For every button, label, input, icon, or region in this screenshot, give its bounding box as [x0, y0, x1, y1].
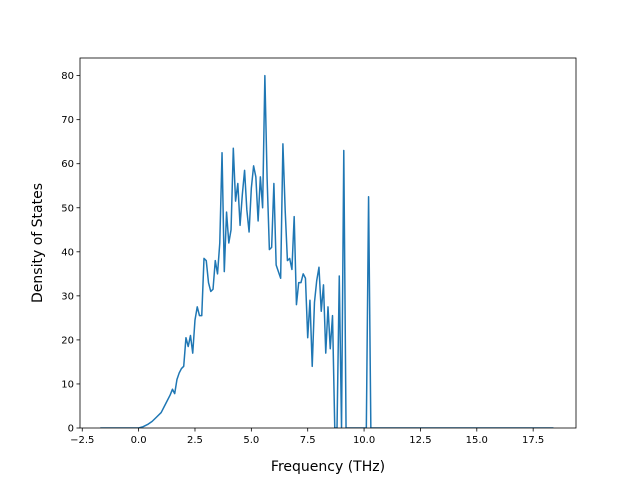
x-tick-label: 17.5 — [522, 435, 544, 446]
x-tick-label: 15.0 — [466, 435, 488, 446]
x-tick-label: 12.5 — [409, 435, 431, 446]
x-axis-title: Frequency (THz) — [271, 459, 385, 475]
y-tick-label: 70 — [61, 115, 74, 126]
y-tick-label: 10 — [61, 379, 74, 390]
x-tick-label: −2.5 — [70, 435, 94, 446]
x-tick-label: 5.0 — [243, 435, 259, 446]
x-tick-label: 0.0 — [131, 435, 147, 446]
plot-area — [100, 74, 554, 428]
y-tick-label: 30 — [61, 291, 74, 302]
dos-series-line — [100, 74, 554, 428]
y-tick-label: 80 — [61, 71, 74, 82]
axis-ticks: −2.5 0.0 2.5 5.0 7.5 10.0 12.5 15.0 17.5 0 10 20 30 4… — [61, 71, 544, 446]
x-tick-label: 2.5 — [187, 435, 203, 446]
y-tick-label: 0 — [68, 424, 74, 435]
y-tick-label: 40 — [61, 247, 74, 258]
y-tick-label: 20 — [61, 335, 74, 346]
y-axis-title: Density of States — [30, 183, 46, 303]
x-tick-label: 7.5 — [300, 435, 316, 446]
y-tick-label: 60 — [61, 159, 74, 170]
axes-frame — [79, 57, 577, 429]
x-tick-label: 10.0 — [353, 435, 375, 446]
y-tick-label: 50 — [61, 203, 74, 214]
